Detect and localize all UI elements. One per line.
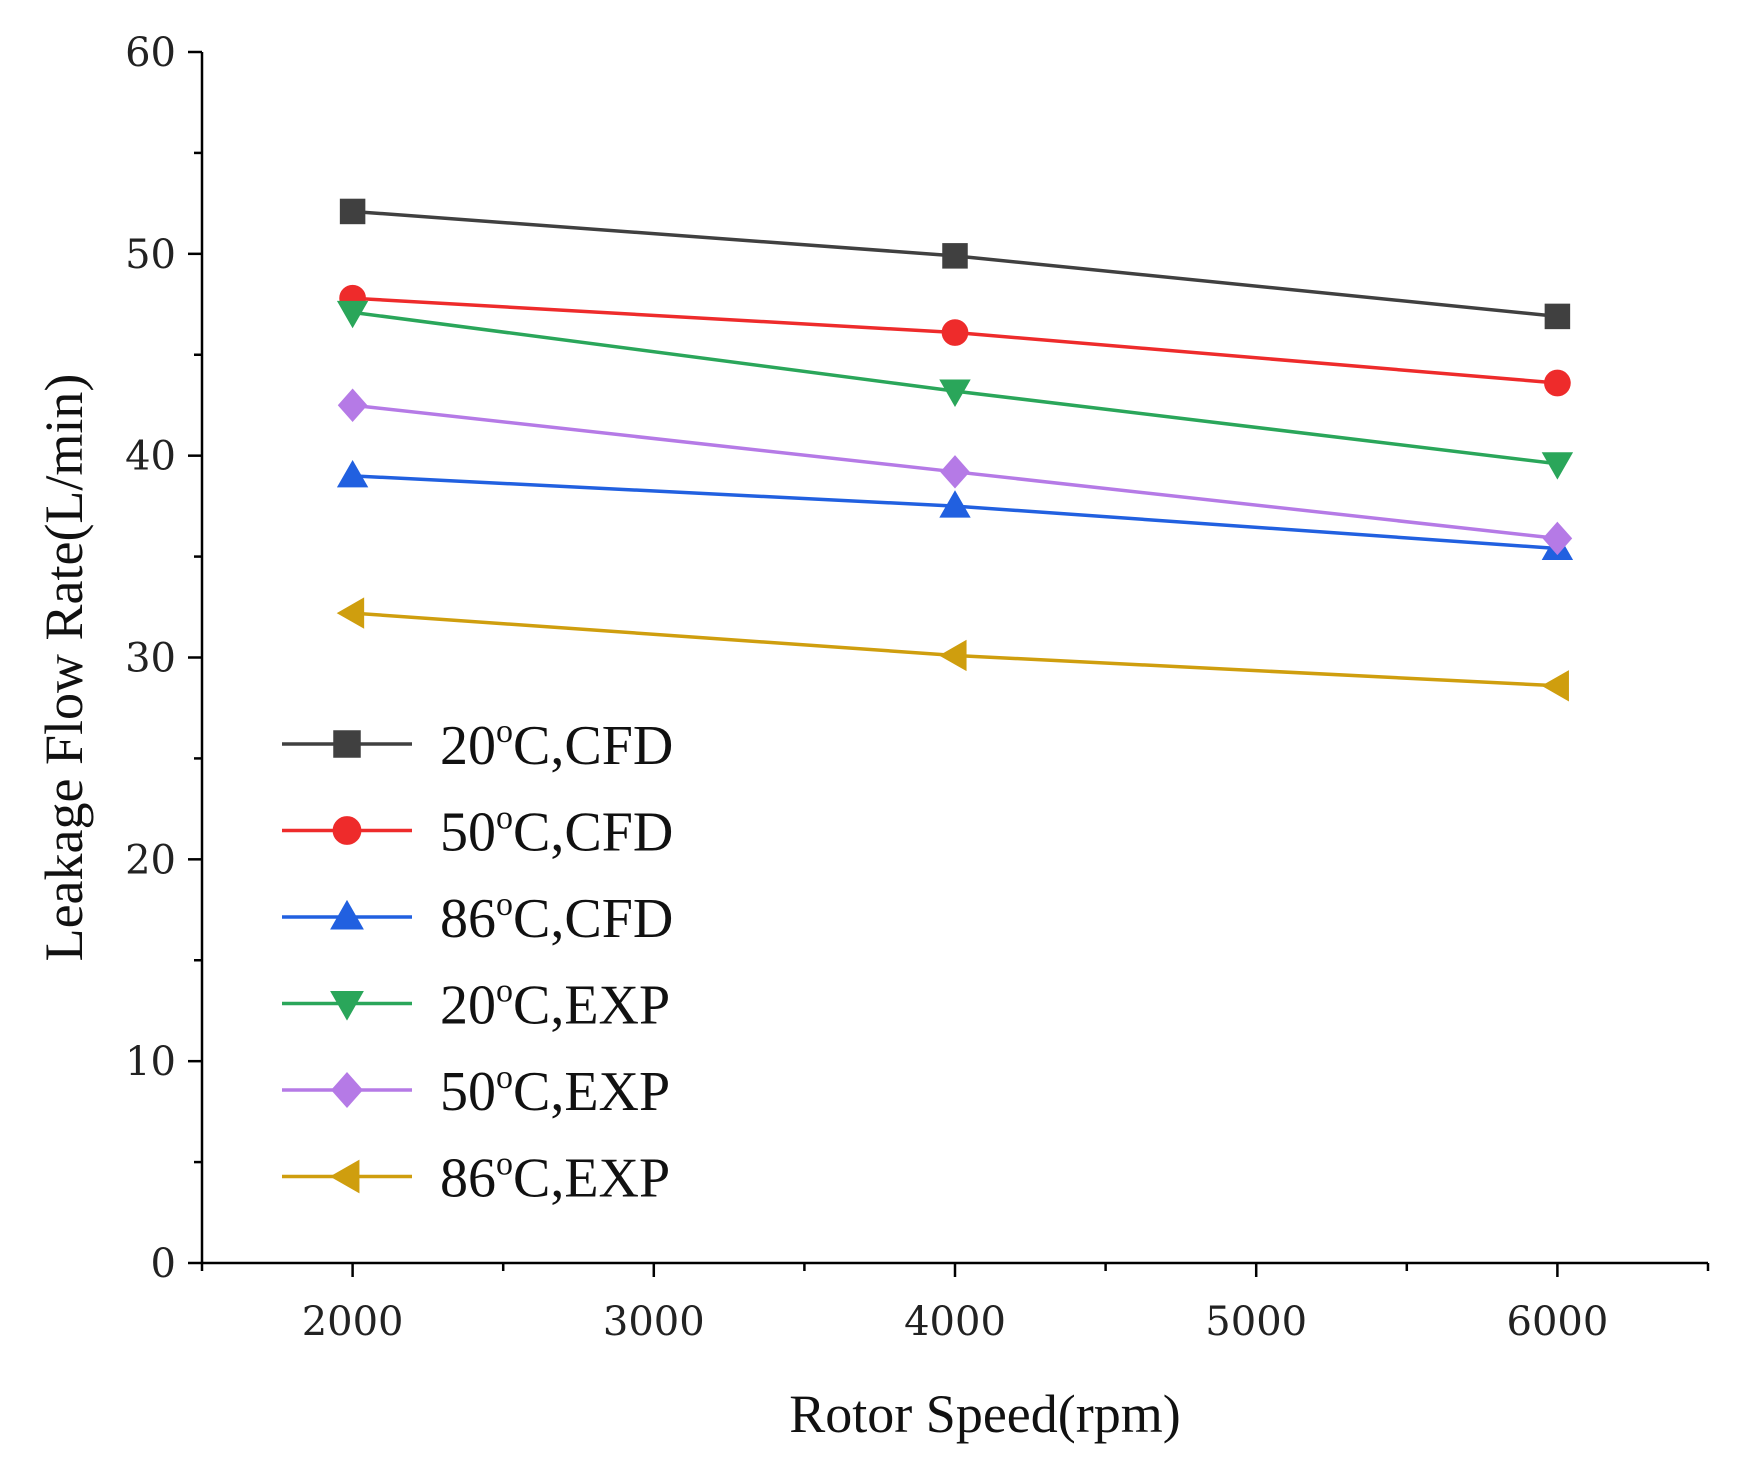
- legend-label-superscript: o: [496, 713, 513, 750]
- legend-item: 86oC,CFD: [282, 886, 673, 950]
- legend-label-suffix: C,EXP: [513, 975, 670, 1037]
- legend-label: 50oC,CFD: [440, 800, 673, 864]
- legend-item: 50oC,EXP: [282, 1059, 670, 1123]
- y-tick-label: 50: [125, 232, 176, 278]
- legend-label-superscript: o: [496, 886, 513, 923]
- series-1: [339, 198, 1571, 330]
- data-point-marker: [942, 243, 968, 269]
- legend-label-prefix: 86: [440, 1148, 496, 1210]
- data-point-marker: [339, 198, 366, 225]
- data-point-marker: [940, 455, 970, 489]
- legend-label-prefix: 20: [440, 715, 496, 777]
- legend-label-superscript: o: [496, 800, 513, 837]
- x-tick-label: 5000: [1205, 1299, 1307, 1345]
- data-point-marker: [336, 300, 369, 329]
- data-point-marker: [337, 388, 368, 422]
- legend-label-superscript: o: [496, 973, 513, 1010]
- y-tick-label: 30: [125, 636, 176, 682]
- series-layer: [336, 198, 1574, 702]
- data-point-marker: [939, 379, 971, 407]
- legend-label: 86oC,CFD: [440, 886, 673, 950]
- legend-item: 20oC,EXP: [282, 973, 670, 1037]
- x-tick-label: 3000: [603, 1299, 705, 1345]
- x-tick-label: 6000: [1507, 1299, 1609, 1345]
- data-point-marker: [330, 991, 364, 1021]
- y-tick-label: 40: [125, 434, 176, 480]
- legend-label-prefix: 86: [440, 888, 496, 950]
- y-tick-label: 10: [125, 1039, 176, 1085]
- y-tick-label: 20: [125, 837, 176, 883]
- y-axis-title: Leakage Flow Rate(L/min): [34, 374, 94, 962]
- data-point-marker: [331, 1071, 363, 1109]
- data-point-marker: [333, 730, 361, 758]
- data-point-marker: [939, 490, 971, 518]
- legend-label-suffix: C,CFD: [513, 888, 673, 950]
- legend-label-suffix: C,EXP: [513, 1061, 670, 1123]
- legend-label-prefix: 50: [440, 1061, 496, 1123]
- legend-item: 86oC,EXP: [282, 1146, 670, 1210]
- x-axis-title: Rotor Speed(rpm): [789, 1384, 1180, 1444]
- data-point-marker: [1544, 369, 1571, 397]
- series-2: [339, 284, 1571, 397]
- legend: 20oC,CFD50oC,CFD86oC,CFD20oC,EXP50oC,EXP…: [282, 713, 673, 1210]
- legend-label: 20oC,CFD: [440, 713, 673, 777]
- y-tick-label: 60: [125, 30, 176, 76]
- legend-item: 20oC,CFD: [282, 713, 673, 777]
- legend-label: 50oC,EXP: [440, 1059, 670, 1123]
- legend-label-superscript: o: [496, 1146, 513, 1183]
- series-6: [336, 597, 1569, 702]
- data-point-marker: [941, 319, 969, 346]
- data-point-marker: [1542, 521, 1573, 556]
- data-point-marker: [336, 459, 369, 488]
- series-4: [336, 300, 1574, 480]
- data-point-marker: [330, 899, 364, 930]
- legend-label-superscript: o: [496, 1059, 513, 1096]
- series-3: [336, 459, 1574, 561]
- data-point-marker: [329, 1159, 360, 1194]
- series-5: [337, 388, 1573, 556]
- legend-item: 50oC,CFD: [282, 800, 673, 864]
- data-point-marker: [939, 639, 967, 672]
- x-tick-label: 2000: [302, 1299, 404, 1345]
- legend-label-suffix: C,CFD: [513, 715, 673, 777]
- legend-label: 86oC,EXP: [440, 1146, 670, 1210]
- legend-label-suffix: C,EXP: [513, 1148, 670, 1210]
- legend-label-suffix: C,CFD: [513, 802, 673, 864]
- data-point-marker: [332, 816, 362, 845]
- y-tick-label: 0: [151, 1241, 176, 1287]
- x-tick-label: 4000: [904, 1299, 1006, 1345]
- data-point-marker: [1541, 670, 1569, 702]
- legend-label-prefix: 20: [440, 975, 496, 1037]
- axes: 0 10 20 30 40 50 60 2000 3000 4000 5000 6000: [125, 30, 1710, 1345]
- legend-label-prefix: 50: [440, 802, 496, 864]
- data-point-marker: [1541, 452, 1574, 480]
- data-point-marker: [1544, 303, 1571, 330]
- legend-label: 20oC,EXP: [440, 973, 670, 1037]
- data-point-marker: [336, 597, 365, 629]
